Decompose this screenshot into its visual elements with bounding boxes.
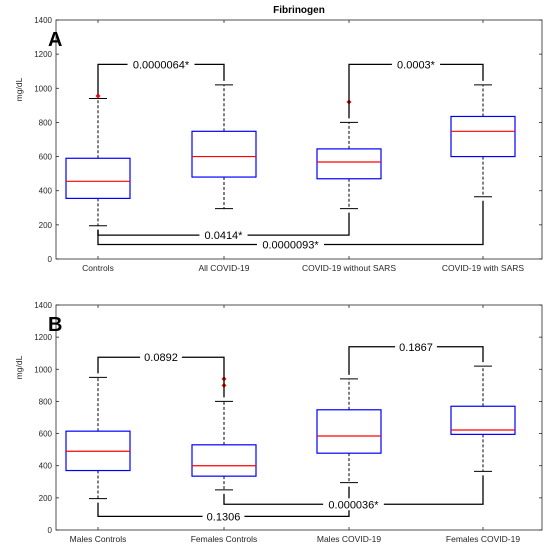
x-tick-label: Males COVID-19 (317, 534, 382, 544)
box-4 (450, 84, 516, 198)
box-1 (65, 376, 131, 500)
box-iqr (316, 409, 382, 454)
y-tick-label: 0 (48, 255, 53, 264)
box-2 (191, 84, 257, 210)
p-value-label: 0.0000093* (262, 239, 319, 251)
p-value-bg (257, 238, 324, 251)
p-value-bg (199, 229, 248, 242)
p-value-label: 0.0414* (205, 230, 244, 242)
y-tick-label: 800 (39, 118, 53, 127)
box-iqr (65, 157, 131, 199)
p-value-label: 0.1306 (207, 511, 241, 523)
p-value-bg (391, 58, 441, 71)
y-tick-label: 0 (48, 526, 53, 535)
y-tick-label: 800 (39, 397, 53, 406)
comparison-bracket: 0.0414* (97, 212, 350, 242)
bracket-line (348, 63, 484, 119)
panel-b: 0 200 400 600 800 1000 1200 1400 mg/dL B Males Con… (14, 301, 543, 544)
x-tick-label: Controls (82, 263, 114, 273)
x-tick-label: Females Controls (191, 534, 258, 544)
x-tick-label: All COVID-19 (198, 263, 249, 273)
y-axis-label: mg/dL (14, 77, 24, 101)
p-value-label: 0.000036* (328, 499, 379, 511)
y-axis-label: mg/dL (14, 355, 24, 379)
panel-letter: B (48, 314, 62, 336)
y-tick-label: 1400 (34, 301, 52, 310)
p-value-bg (140, 351, 182, 364)
p-value-label: 0.0892 (144, 352, 178, 364)
p-value-bg (323, 498, 384, 511)
comparison-bracket: 0.000036* (223, 475, 484, 511)
comparison-bracket: 0.1306 (97, 486, 350, 523)
y-tick-label: 1200 (34, 50, 52, 59)
y-tick-label: 200 (39, 494, 53, 503)
y-tick-label: 1200 (34, 333, 52, 342)
comparison-bracket: 0.0000093* (97, 200, 484, 251)
comparison-bracket: 0.0003* (348, 58, 484, 119)
box-3 (316, 99, 382, 210)
comparison-bracket: 0.1867 (348, 340, 484, 375)
plot-area (55, 304, 543, 531)
box-iqr (450, 115, 516, 158)
p-value-bg (127, 58, 195, 71)
x-tick-label: Males Controls (70, 534, 127, 544)
chart-title: Fibrinogen (273, 5, 325, 16)
box-4 (450, 365, 516, 472)
y-tick-label: 600 (39, 153, 53, 162)
y-tick-label: 1000 (34, 365, 52, 374)
box-1 (65, 93, 131, 227)
p-value-bg (202, 510, 245, 523)
panel-letter: A (48, 29, 62, 51)
box-3 (316, 378, 382, 484)
x-tick-label: Females COVID-19 (446, 534, 520, 544)
box-iqr (450, 405, 516, 435)
comparison-bracket: 0.0892 (97, 351, 225, 398)
bracket-line (97, 200, 484, 246)
plot-area (55, 19, 543, 260)
y-tick-label: 200 (39, 221, 53, 230)
y-tick-label: 1000 (34, 84, 52, 93)
box-iqr (191, 130, 257, 178)
p-value-label: 0.1867 (399, 342, 433, 354)
comparison-bracket: 0.0000064* (97, 58, 225, 95)
box-iqr (191, 444, 257, 477)
box-iqr (316, 148, 382, 180)
p-value-bg (395, 340, 437, 353)
x-tick-label: COVID-19 with SARS (442, 263, 525, 273)
y-tick-label: 400 (39, 187, 53, 196)
y-tick-label: 1400 (34, 16, 52, 25)
p-value-label: 0.0000064* (133, 59, 190, 71)
x-tick-label: COVID-19 without SARS (302, 263, 396, 273)
outlier-point (95, 93, 101, 99)
y-tick-label: 600 (39, 430, 53, 439)
p-value-label: 0.0003* (397, 59, 436, 71)
y-tick-label: 400 (39, 462, 53, 471)
panel-a: 0 200 400 600 800 1000 1200 1400 mg/dL A Controls A… (14, 16, 543, 273)
